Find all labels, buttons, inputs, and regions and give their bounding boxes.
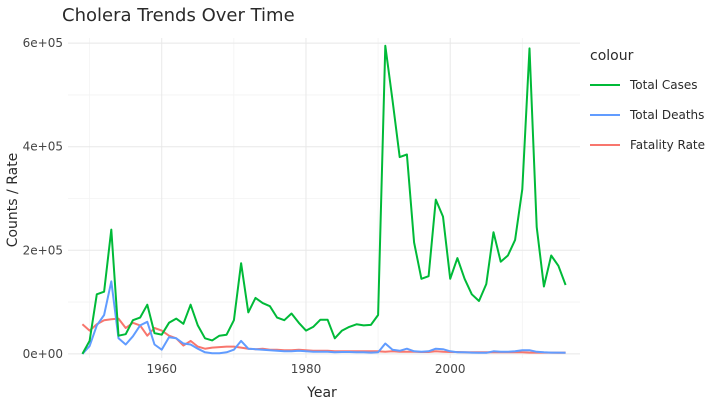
series-line-total-cases [81, 44, 567, 355]
y-axis-title: Counts / Rate [5, 153, 21, 248]
legend-swatch-total-cases [590, 84, 620, 86]
x-axis-title: Year [306, 385, 337, 400]
y-tick-label: 4e+05 [23, 140, 63, 154]
tick-labels: 1960 1980 2000 0e+00 2e+05 4e+05 6e+05 [23, 36, 466, 376]
x-tick-label: 1980 [291, 362, 322, 376]
legend-swatch-total-deaths [590, 114, 620, 116]
series-line-total-deaths [81, 280, 566, 355]
legend-label-fatality-rate: Fatality Rate [630, 138, 706, 152]
y-tick-label: 2e+05 [23, 243, 63, 257]
y-tick-label: 0e+00 [23, 347, 63, 361]
x-tick-label: 1960 [146, 362, 177, 376]
series-lines [81, 44, 567, 355]
x-tick-label: 2000 [435, 362, 466, 376]
series-line-fatality-rate [81, 317, 566, 354]
y-tick-label: 6e+05 [23, 36, 63, 50]
legend-item-fatality-rate: Fatality Rate [590, 130, 715, 160]
legend-swatch-fatality-rate [590, 144, 620, 146]
legend-label-total-deaths: Total Deaths [630, 108, 705, 122]
legend-item-total-deaths: Total Deaths [590, 100, 715, 130]
legend-title: colour [590, 48, 634, 64]
legend-item-total-cases: Total Cases [590, 70, 715, 100]
legend-label-total-cases: Total Cases [630, 78, 698, 92]
chart-title: Cholera Trends Over Time [62, 5, 295, 26]
legend: colour Total Cases Total Deaths Fatality… [590, 48, 715, 160]
major-gridlines [68, 38, 580, 358]
